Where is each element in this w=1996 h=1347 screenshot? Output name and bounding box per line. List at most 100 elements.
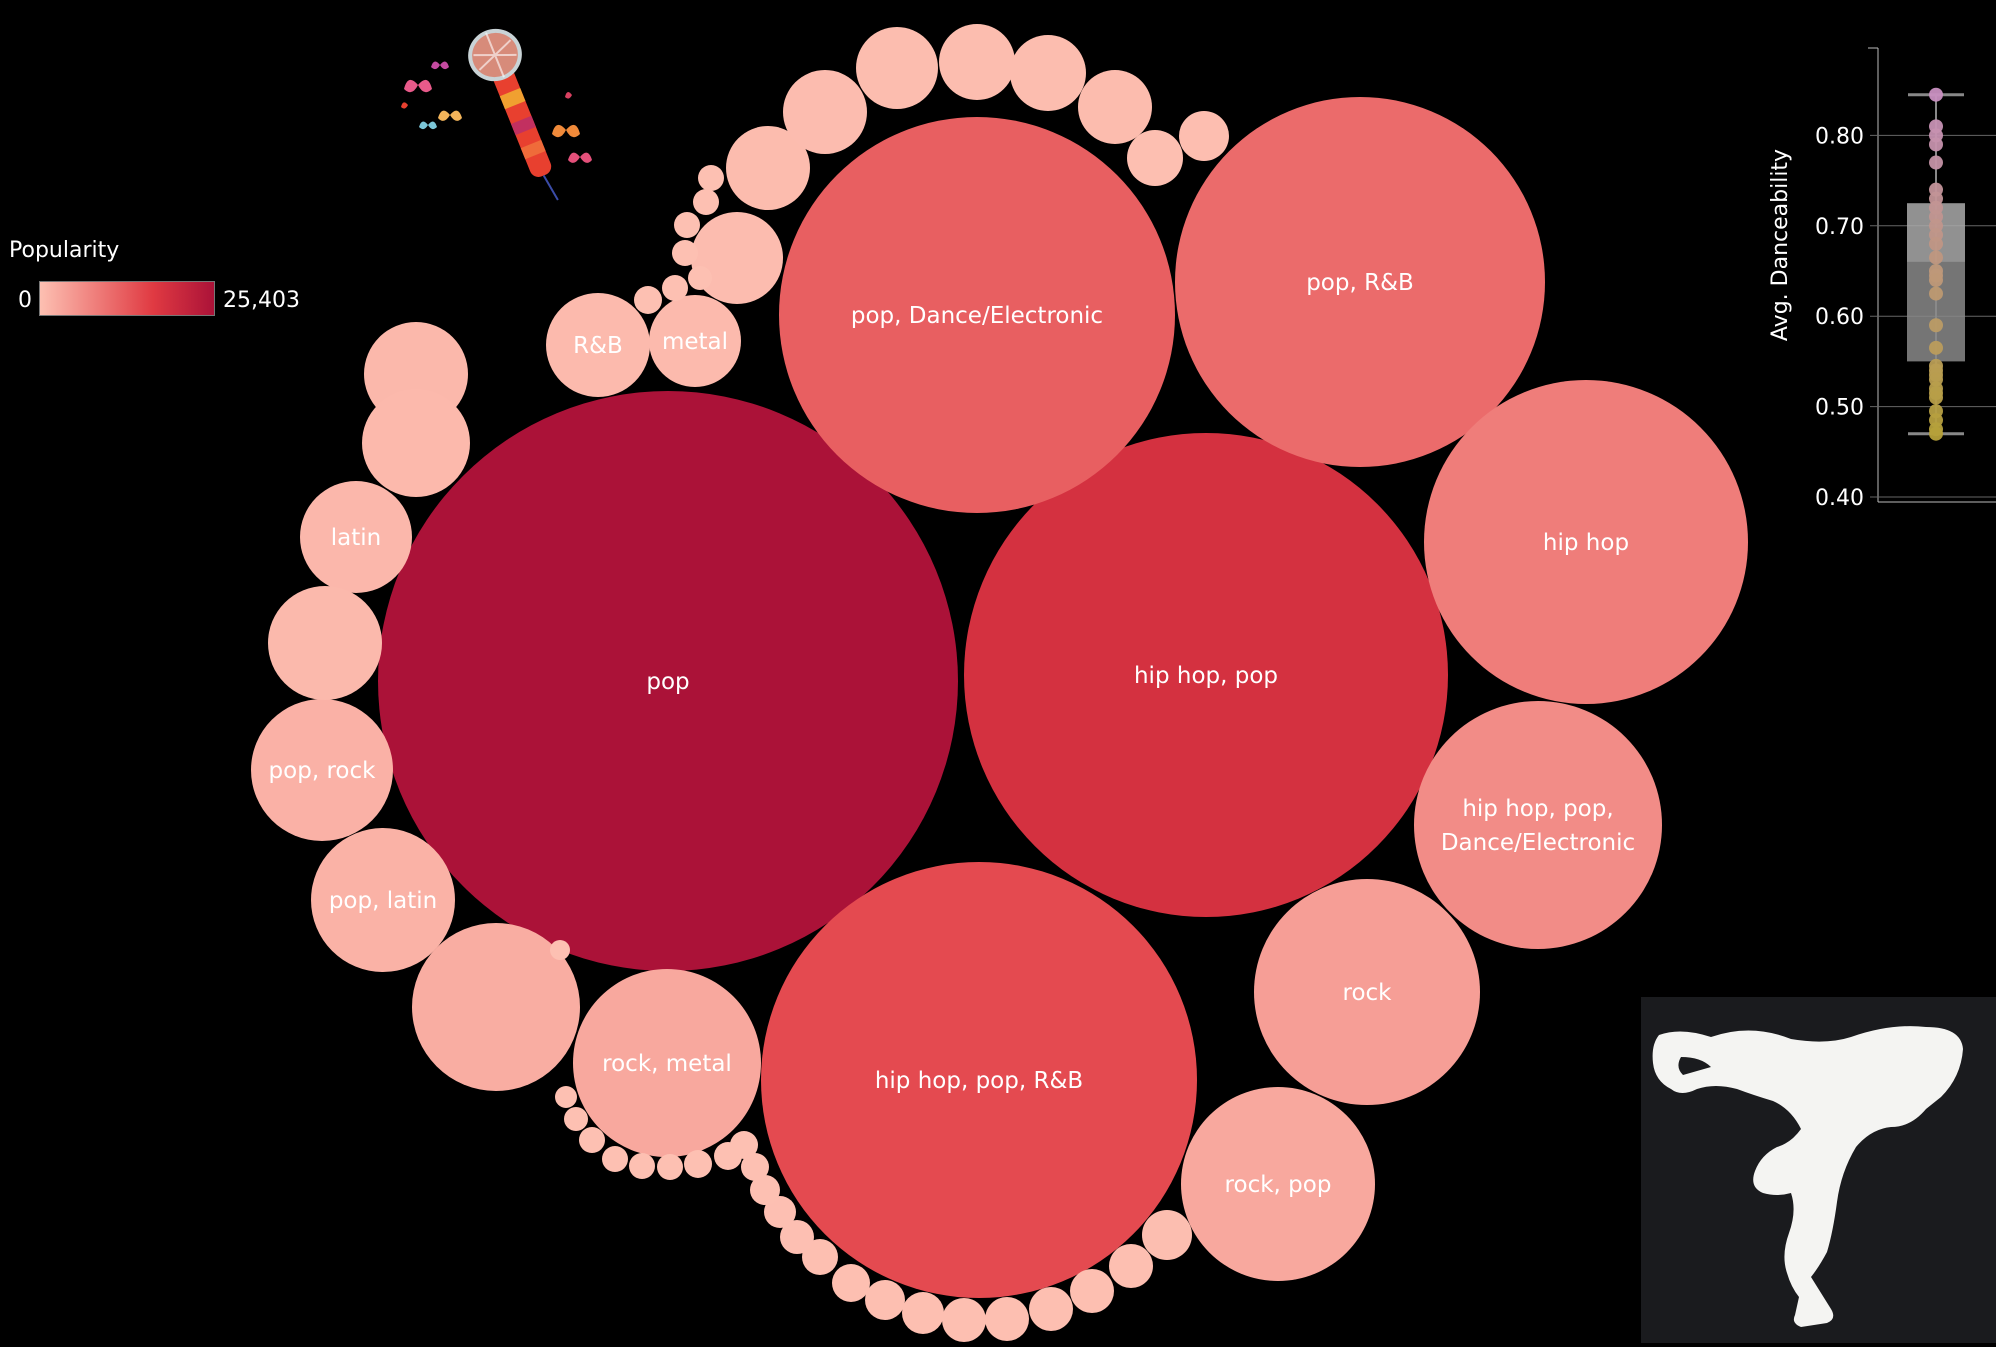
bubble[interactable] bbox=[268, 586, 382, 700]
microphone-butterflies-image bbox=[401, 28, 592, 201]
bubble[interactable] bbox=[964, 433, 1448, 917]
bubble[interactable] bbox=[684, 1150, 712, 1178]
bubble[interactable] bbox=[856, 27, 938, 109]
bubble[interactable] bbox=[564, 1107, 588, 1131]
bubble-label: pop, latin bbox=[329, 888, 437, 914]
bubble-label: pop, R&B bbox=[1306, 270, 1414, 296]
box-tick-label: 0.50 bbox=[1815, 396, 1864, 421]
bubble[interactable] bbox=[1109, 1244, 1153, 1288]
popularity-legend: Popularity 0 25,403 bbox=[9, 238, 319, 328]
bubble[interactable] bbox=[311, 828, 455, 972]
bubble[interactable] bbox=[674, 212, 700, 238]
bubble[interactable] bbox=[688, 266, 712, 290]
box-tick-label: 0.60 bbox=[1815, 305, 1864, 330]
bubble[interactable] bbox=[764, 1196, 796, 1228]
bubble[interactable] bbox=[780, 1220, 814, 1254]
box-data-point bbox=[1929, 273, 1943, 288]
bubble[interactable] bbox=[779, 117, 1175, 513]
bubble[interactable] bbox=[546, 293, 650, 397]
breakdancer-silhouette-icon bbox=[1652, 1026, 1963, 1327]
bubble-label: pop bbox=[646, 669, 689, 695]
bubble[interactable] bbox=[1414, 701, 1662, 949]
bubble[interactable] bbox=[1179, 111, 1229, 161]
bubble[interactable] bbox=[985, 1297, 1029, 1341]
bubble[interactable] bbox=[1142, 1210, 1192, 1260]
bubble[interactable] bbox=[832, 1264, 870, 1302]
legend-min-label: 0 bbox=[18, 288, 32, 313]
bubble[interactable] bbox=[662, 275, 688, 301]
box-data-point bbox=[1929, 286, 1943, 301]
bubble-label: hip hop, pop, R&B bbox=[875, 1068, 1083, 1094]
breakdancer-image bbox=[1641, 997, 1996, 1343]
box-y-axis-label: Avg. Danceability bbox=[1768, 149, 1793, 341]
bubble[interactable] bbox=[1010, 35, 1086, 111]
bubble[interactable] bbox=[691, 212, 783, 304]
bubble[interactable] bbox=[634, 286, 662, 314]
bubble[interactable] bbox=[1175, 97, 1545, 467]
bubble[interactable] bbox=[1070, 1269, 1114, 1313]
bubble[interactable] bbox=[362, 389, 470, 497]
bubble[interactable] bbox=[602, 1146, 628, 1172]
box-tick-label: 0.70 bbox=[1815, 215, 1864, 240]
bubble-label: rock, pop bbox=[1225, 1172, 1332, 1198]
bubble[interactable] bbox=[649, 295, 741, 387]
bubble-label: latin bbox=[331, 525, 381, 551]
bubble[interactable] bbox=[251, 699, 393, 841]
bubble[interactable] bbox=[1254, 879, 1480, 1105]
box-data-point bbox=[1929, 390, 1943, 405]
bubble[interactable] bbox=[300, 481, 412, 593]
bubble-label: rock, metal bbox=[602, 1051, 732, 1077]
bubble[interactable] bbox=[672, 240, 698, 266]
bubble[interactable] bbox=[629, 1153, 655, 1179]
legend-title: Popularity bbox=[9, 238, 120, 263]
box-tick-label: 0.80 bbox=[1815, 124, 1864, 149]
bubble-label: R&B bbox=[573, 333, 623, 359]
box-tick-label: 0.40 bbox=[1815, 486, 1864, 510]
bubble-label: rock bbox=[1343, 980, 1393, 1006]
bubble[interactable] bbox=[1078, 70, 1152, 144]
box-data-point bbox=[1929, 250, 1943, 265]
bubble[interactable] bbox=[657, 1154, 683, 1180]
bubble[interactable] bbox=[726, 126, 810, 210]
bubble[interactable] bbox=[902, 1292, 944, 1334]
box-data-point bbox=[1929, 137, 1943, 152]
bubble-label: hip hop bbox=[1543, 530, 1629, 556]
bubble[interactable] bbox=[550, 940, 570, 960]
bubble[interactable] bbox=[378, 391, 958, 971]
bubble[interactable] bbox=[750, 1175, 780, 1205]
danceability-box-plot: 0.80 0.70 0.60 0.50 0.40 Avg. Danceability bbox=[1768, 47, 1996, 510]
bubble[interactable] bbox=[698, 165, 724, 191]
bubble[interactable] bbox=[741, 1153, 769, 1181]
box-data-point bbox=[1929, 155, 1943, 170]
bubble[interactable] bbox=[761, 862, 1197, 1298]
bubble[interactable] bbox=[942, 1298, 986, 1342]
bubble[interactable] bbox=[693, 189, 719, 215]
legend-max-label: 25,403 bbox=[223, 288, 300, 313]
bubble[interactable] bbox=[802, 1239, 838, 1275]
bubble[interactable] bbox=[579, 1127, 605, 1153]
bubble[interactable] bbox=[865, 1280, 905, 1320]
bubble[interactable] bbox=[573, 969, 761, 1157]
bubble-label: metal bbox=[662, 329, 728, 355]
bubble[interactable] bbox=[1424, 380, 1748, 704]
box-data-point bbox=[1929, 340, 1943, 355]
bubble-label: pop, Dance/Electronic bbox=[851, 303, 1103, 329]
bubble[interactable] bbox=[783, 70, 867, 154]
bubble[interactable] bbox=[1181, 1087, 1375, 1281]
bubble[interactable] bbox=[714, 1142, 742, 1170]
bubble[interactable] bbox=[1029, 1287, 1073, 1331]
bubble[interactable] bbox=[1127, 130, 1183, 186]
box-data-point bbox=[1929, 318, 1943, 333]
bubble-label: hip hop, pop, bbox=[1462, 796, 1613, 822]
box-data-point bbox=[1929, 236, 1943, 251]
bubble[interactable] bbox=[555, 1086, 577, 1108]
bubble-label: hip hop, pop bbox=[1134, 663, 1278, 689]
bubble[interactable] bbox=[939, 24, 1015, 100]
box-data-point bbox=[1929, 426, 1943, 441]
box-data-point bbox=[1929, 87, 1943, 102]
bubble-label: Dance/Electronic bbox=[1441, 830, 1635, 856]
legend-color-ramp bbox=[39, 281, 215, 316]
bubble[interactable] bbox=[412, 923, 580, 1091]
bubble-label: pop, rock bbox=[269, 758, 377, 784]
